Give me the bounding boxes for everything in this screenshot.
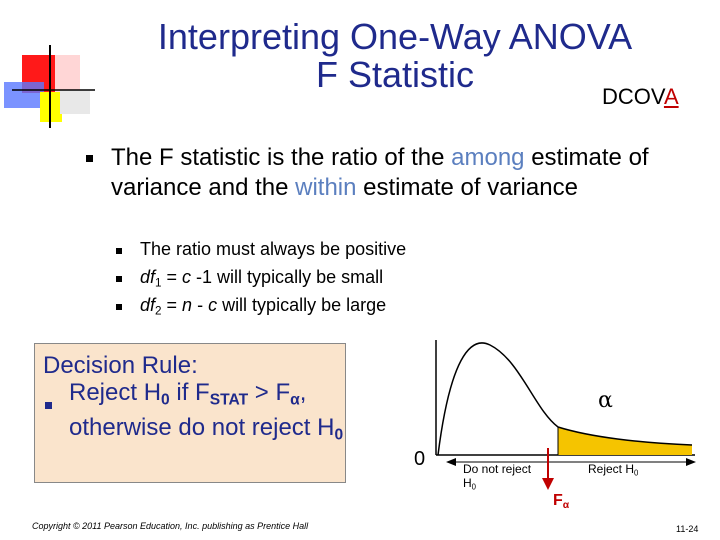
text-segment: The ratio must always be positive: [140, 239, 407, 259]
sub-bullet: The ratio must always be positive: [140, 238, 406, 260]
text-segment: 1: [155, 276, 162, 290]
bullet: [116, 248, 122, 254]
critical-label: Fα: [553, 492, 569, 511]
text-segment: if F: [169, 379, 210, 406]
bullet: [86, 155, 93, 162]
tag-highlight: A: [663, 84, 679, 109]
do-not-reject-label: Do not reject H0: [463, 462, 533, 494]
decision-heading: Decision Rule:: [43, 352, 198, 379]
text-segment: -: [192, 295, 209, 315]
text-segment: Do not reject H: [463, 462, 532, 490]
text-segment: Reject H: [69, 379, 162, 406]
text-segment: The F statistic is the ratio of the: [111, 144, 452, 171]
text-segment: Reject H: [588, 462, 635, 476]
text-segment: estimate of variance and the: [111, 144, 649, 201]
tag-text: DCOV: [602, 84, 664, 109]
alpha-label: α: [598, 388, 613, 413]
text-segment: c: [208, 295, 218, 315]
tag: DCOVA: [602, 84, 679, 110]
text-segment: will typically be large: [217, 295, 387, 315]
text-segment: α: [562, 500, 570, 512]
text-segment: c: [182, 267, 192, 287]
text-segment: n: [182, 295, 193, 315]
text-segment: among: [451, 144, 525, 171]
text-segment: =: [161, 267, 183, 287]
text-segment: F: [553, 492, 563, 509]
text-segment: df: [140, 295, 156, 315]
sub-bullet: df1 = c -1 will typically be small: [140, 266, 383, 295]
origin-label: 0: [414, 448, 426, 470]
main-bullet: The F statistic is the ratio of the amon…: [111, 143, 671, 203]
title-line: Interpreting One-Way ANOVA: [157, 16, 633, 57]
text-segment: df: [140, 267, 156, 287]
text-segment: 0: [161, 391, 170, 409]
bullet: [116, 276, 122, 282]
text-segment: 0: [334, 426, 344, 444]
text-segment: -1 will typically be small: [191, 267, 384, 287]
title-line: F Statistic: [315, 54, 475, 95]
bullet: [45, 402, 52, 409]
text-segment: within: [295, 174, 357, 201]
bullet: [116, 304, 122, 310]
title: Interpreting One-Way ANOVA F Statistic: [100, 18, 690, 94]
text-segment: =: [161, 295, 183, 315]
text-segment: α: [290, 391, 300, 409]
text-segment: STAT: [209, 391, 249, 409]
text-segment: , otherwise do not reject H: [69, 379, 335, 441]
text-segment: 2: [155, 304, 162, 318]
text-segment: > F: [248, 379, 291, 406]
decision-rule: Reject H0 if FSTAT > Fα, otherwise do no…: [69, 379, 345, 448]
text-segment: 0: [471, 482, 477, 492]
page-number: 11-24: [676, 524, 699, 534]
text-segment: 0: [634, 468, 639, 478]
reject-label: Reject H0: [588, 462, 638, 477]
copyright: Copyright © 2011 Pearson Education, Inc.…: [32, 521, 309, 531]
sub-bullet: df2 = n - c will typically be large: [140, 294, 386, 323]
text-segment: estimate of variance: [356, 174, 578, 201]
decision-box: Decision Rule: Reject H0 if FSTAT > Fα, …: [34, 343, 346, 483]
